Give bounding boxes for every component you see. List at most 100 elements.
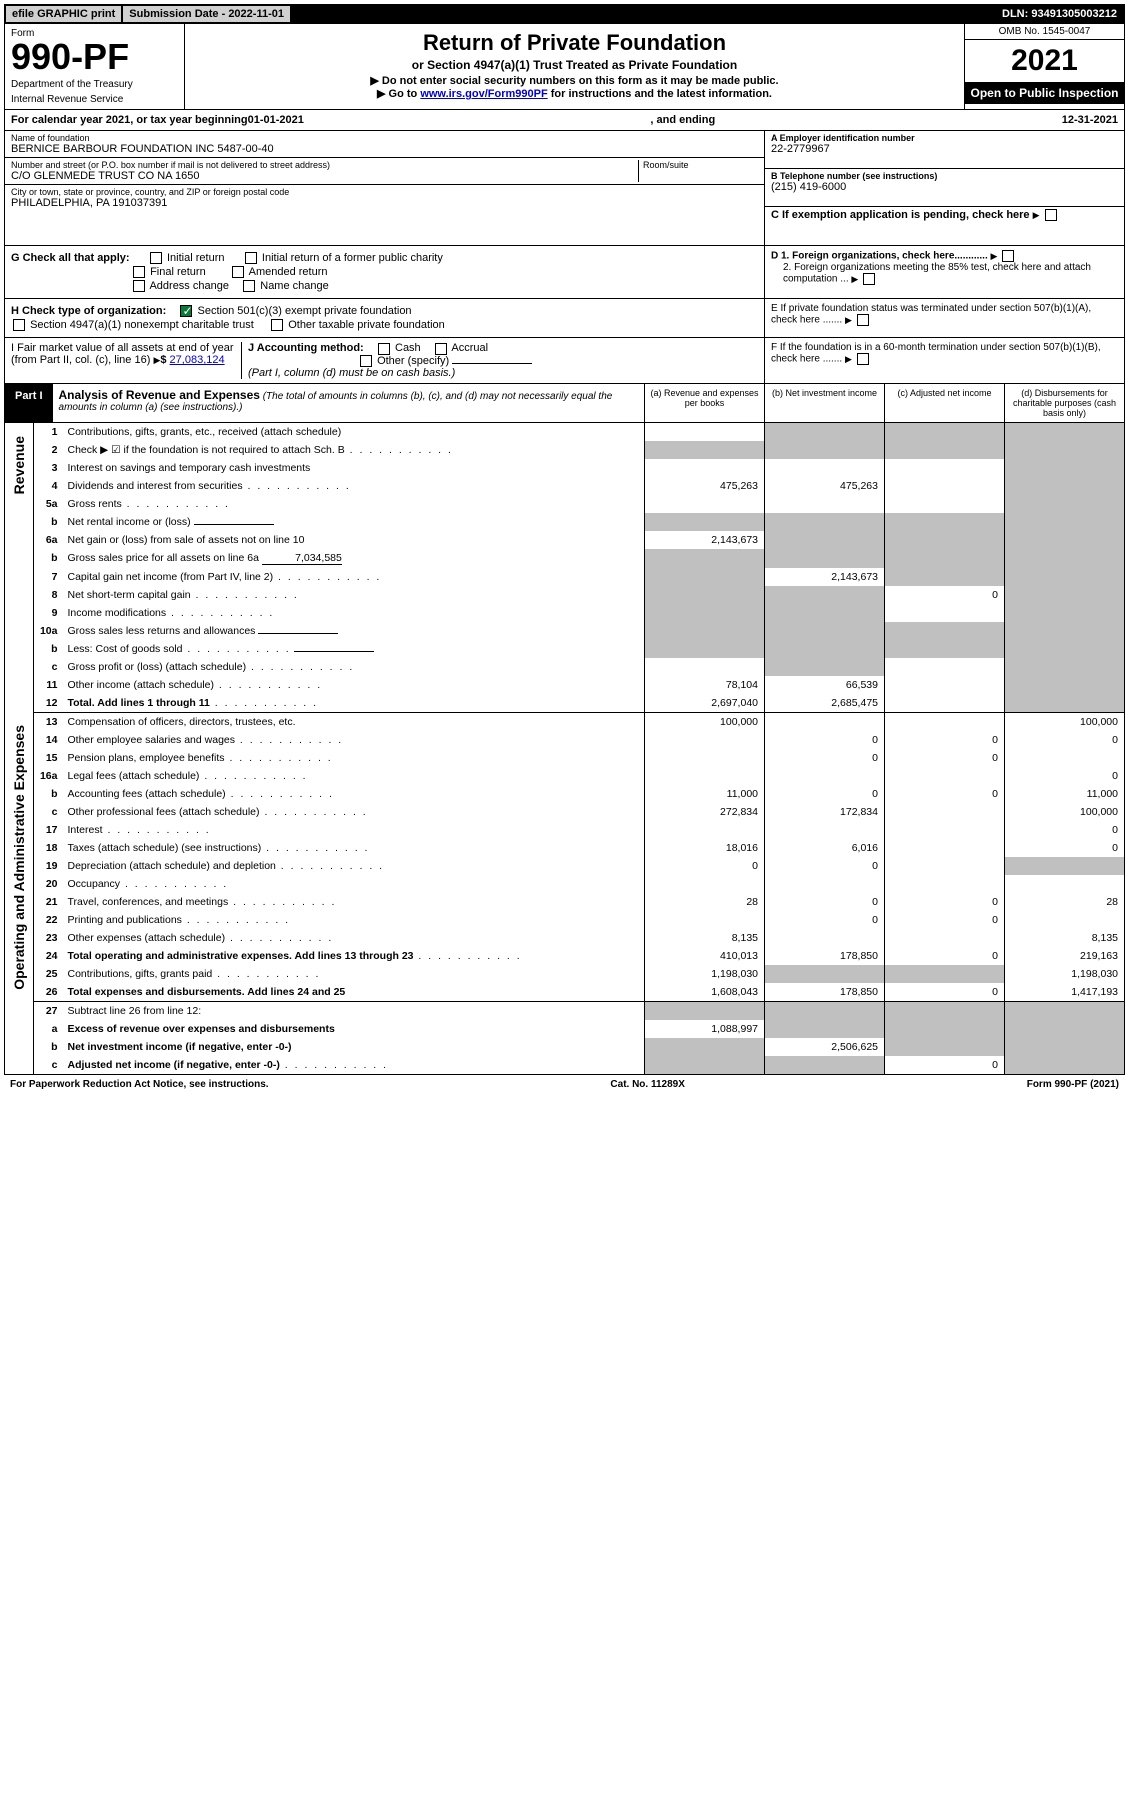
g-final-checkbox[interactable] (133, 266, 145, 278)
d1-checkbox[interactable] (1002, 250, 1014, 262)
cell-value (765, 531, 885, 549)
line-description: Pension plans, employee benefits (64, 749, 645, 767)
c-checkbox[interactable] (1045, 209, 1057, 221)
cell-value (885, 821, 1005, 839)
line-description: Net rental income or (loss) (64, 513, 645, 531)
efile-label[interactable]: efile GRAPHIC print (6, 6, 123, 22)
h-opt-501c3: Section 501(c)(3) exempt private foundat… (198, 305, 412, 317)
line-description: Income modifications (64, 604, 645, 622)
cell-value (885, 640, 1005, 658)
d2-checkbox[interactable] (863, 273, 875, 285)
cell-value (1005, 568, 1125, 586)
dept-treasury: Department of the Treasury (11, 79, 178, 90)
cell-value (1005, 749, 1125, 767)
cell-value (1005, 875, 1125, 893)
g-address-checkbox[interactable] (133, 280, 145, 292)
line-number: 15 (34, 749, 64, 767)
g-initial-checkbox[interactable] (150, 252, 162, 264)
i-amount-link[interactable]: 27,083,124 (170, 354, 225, 366)
cell-value: 2,697,040 (645, 694, 765, 713)
line-number: 6a (34, 531, 64, 549)
g-initial-former-checkbox[interactable] (245, 252, 257, 264)
cell-value: 6,016 (765, 839, 885, 857)
cell-value: 0 (885, 785, 1005, 803)
line-number: c (34, 658, 64, 676)
line-number: b (34, 1038, 64, 1056)
table-row: bNet rental income or (loss) (5, 513, 1125, 531)
line-number: a (34, 1020, 64, 1038)
h-opt-other: Other taxable private foundation (288, 319, 445, 331)
g-amended-checkbox[interactable] (232, 266, 244, 278)
col-b-header: (b) Net investment income (764, 384, 884, 422)
table-row: aExcess of revenue over expenses and dis… (5, 1020, 1125, 1038)
line-description: Dividends and interest from securities (64, 477, 645, 495)
cell-value: 410,013 (645, 947, 765, 965)
j-other-checkbox[interactable] (360, 355, 372, 367)
cell-value: 172,834 (765, 803, 885, 821)
goto-post: for instructions and the latest informat… (548, 88, 772, 100)
cell-value: 100,000 (1005, 803, 1125, 821)
irs-link[interactable]: www.irs.gov/Form990PF (420, 88, 547, 100)
cell-value: 28 (645, 893, 765, 911)
cell-value (765, 549, 885, 568)
cell-value (1005, 477, 1125, 495)
line-number: 10a (34, 622, 64, 640)
cell-value: 0 (885, 911, 1005, 929)
cell-value: 475,263 (765, 477, 885, 495)
line-description: Excess of revenue over expenses and disb… (64, 1020, 645, 1038)
cell-value (885, 929, 1005, 947)
f-checkbox[interactable] (857, 353, 869, 365)
j-accrual-checkbox[interactable] (435, 343, 447, 355)
cell-value: 0 (885, 983, 1005, 1002)
cell-value: 0 (765, 893, 885, 911)
h-4947-checkbox[interactable] (13, 319, 25, 331)
cell-value (645, 731, 765, 749)
room-label: Room/suite (643, 160, 758, 170)
line-number: 18 (34, 839, 64, 857)
line-number: 19 (34, 857, 64, 875)
line-number: 17 (34, 821, 64, 839)
line-number: 3 (34, 459, 64, 477)
cell-value (1005, 1001, 1125, 1020)
table-row: 19Depreciation (attach schedule) and dep… (5, 857, 1125, 875)
cell-value (765, 929, 885, 947)
cell-value: 178,850 (765, 983, 885, 1002)
cell-value (1005, 604, 1125, 622)
form-number: 990-PF (11, 39, 178, 75)
cell-value (1005, 549, 1125, 568)
tax-year: 2021 (965, 40, 1124, 82)
cell-value (765, 513, 885, 531)
cell-value (645, 495, 765, 513)
h-501c3-checkbox[interactable] (180, 305, 192, 317)
line-description: Net gain or (loss) from sale of assets n… (64, 531, 645, 549)
g-opt-name: Name change (260, 280, 329, 292)
line-number: 25 (34, 965, 64, 983)
tel-label: B Telephone number (see instructions) (771, 171, 1118, 181)
part1-title: Analysis of Revenue and Expenses (59, 388, 260, 402)
h-other-checkbox[interactable] (271, 319, 283, 331)
j-cash-checkbox[interactable] (378, 343, 390, 355)
city-value: PHILADELPHIA, PA 191037391 (11, 197, 758, 209)
e-checkbox[interactable] (857, 314, 869, 326)
foundation-name: BERNICE BARBOUR FOUNDATION INC 5487-00-4… (11, 143, 758, 155)
j-note: (Part I, column (d) must be on cash basi… (248, 367, 758, 379)
line-description: Capital gain net income (from Part IV, l… (64, 568, 645, 586)
j-opt-accrual: Accrual (451, 342, 488, 354)
cell-value: 219,163 (1005, 947, 1125, 965)
cell-value (765, 1020, 885, 1038)
cell-value: 0 (885, 1056, 1005, 1075)
line-description: Other employee salaries and wages (64, 731, 645, 749)
part1-table: Revenue1Contributions, gifts, grants, et… (4, 423, 1125, 1075)
line-number: 2 (34, 441, 64, 459)
g-name-checkbox[interactable] (243, 280, 255, 292)
cell-value (885, 1038, 1005, 1056)
table-row: bLess: Cost of goods sold (5, 640, 1125, 658)
cell-value (765, 767, 885, 785)
cell-value (885, 839, 1005, 857)
cell-value (765, 875, 885, 893)
cell-value (645, 513, 765, 531)
cell-value: 178,850 (765, 947, 885, 965)
omb-number: OMB No. 1545-0047 (965, 24, 1124, 40)
line-number: c (34, 803, 64, 821)
cat-no: Cat. No. 11289X (610, 1079, 684, 1090)
